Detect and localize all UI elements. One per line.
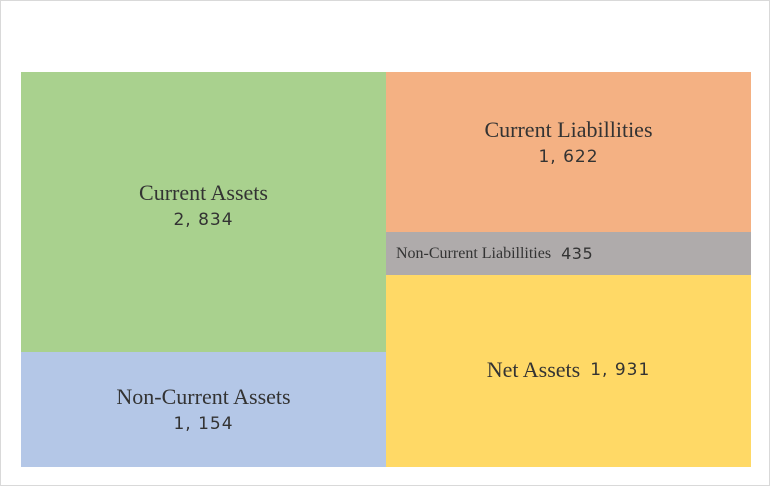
non-current-liabilities-block: Non-Current Liabillities 435 — [386, 232, 751, 275]
non-current-liabilities-label: Non-Current Liabillities — [396, 244, 552, 262]
current-assets-label: Current Assets — [139, 180, 268, 205]
non-current-assets-value: 1, 154 — [173, 413, 234, 434]
current-liabilities-block: Current Liabillities 1, 622 — [386, 72, 751, 232]
current-liabilities-value: 1, 622 — [538, 147, 599, 167]
non-current-assets-block: Non-Current Assets 1, 154 — [21, 352, 386, 467]
current-liabilities-label: Current Liabillities — [484, 117, 653, 142]
net-assets-block: Net Assets 1, 931 — [386, 275, 751, 467]
current-assets-block: Current Assets 2, 834 — [21, 72, 386, 352]
current-assets-value: 2, 834 — [173, 210, 234, 230]
net-assets-label: Net Assets — [486, 357, 581, 382]
non-current-assets-label: Non-Current Assets — [116, 383, 291, 409]
non-current-liabilities-value: 435 — [561, 243, 594, 263]
net-assets-value: 1, 931 — [590, 360, 651, 380]
